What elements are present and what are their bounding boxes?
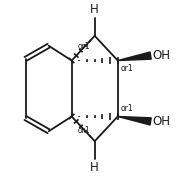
Text: OH: OH — [152, 49, 170, 62]
Text: or1: or1 — [77, 126, 90, 135]
Text: or1: or1 — [121, 104, 134, 113]
Text: or1: or1 — [77, 42, 90, 51]
Text: H: H — [90, 161, 99, 174]
Text: OH: OH — [152, 115, 170, 128]
Text: H: H — [90, 3, 99, 16]
Polygon shape — [118, 52, 151, 61]
Text: or1: or1 — [121, 64, 134, 73]
Polygon shape — [118, 116, 151, 125]
